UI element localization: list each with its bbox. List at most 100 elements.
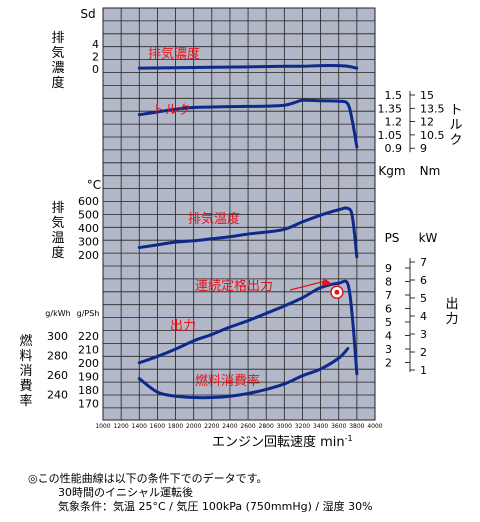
tick-label: 300 <box>78 236 99 249</box>
tick-label: 3 <box>420 328 427 341</box>
tick-label: 4 <box>92 38 99 51</box>
exhaust-temp-series-label: 排気温度 <box>188 211 240 227</box>
tick-label: 180 <box>78 384 99 397</box>
tick-label: 9 <box>420 142 427 155</box>
torque-curve <box>137 98 359 149</box>
x-tick-label: 1400 <box>132 423 147 430</box>
tick-label: 0.9 <box>385 142 403 155</box>
fuel-curve <box>137 347 350 400</box>
torque-unit-kgm: Kgm <box>378 164 405 178</box>
tick-label: 1 <box>420 364 427 377</box>
torque-unit-nm: Nm <box>420 164 441 178</box>
x-tick-label: 2200 <box>204 423 219 430</box>
x-tick-label: 2800 <box>259 423 274 430</box>
axis-label-char: 気 <box>51 215 64 231</box>
exhaust-temp-curve <box>137 206 359 259</box>
tick-label: 240 <box>47 389 68 402</box>
tick-label: 2 <box>92 51 99 64</box>
output-axis-label: 出力 <box>445 297 458 327</box>
tick-label: 1.5 <box>385 89 403 102</box>
output-curve <box>137 279 359 376</box>
note-line-2: 30時間のイニシャル運転後 <box>58 486 193 499</box>
rated-output-arrow <box>289 280 326 291</box>
note-line-1: ◎この性能曲線は以下の条件下でのデータです。 <box>28 472 268 485</box>
rated-output-marker <box>289 278 344 299</box>
tick-label: 10.5 <box>420 129 445 142</box>
fuel-axis-label: 燃料消費率 <box>19 333 32 409</box>
tick-label: 4 <box>420 310 427 323</box>
tick-label: 2 <box>420 346 427 359</box>
tick-label: 600 <box>78 195 99 208</box>
fuel-series-label: 燃料消費率 <box>195 373 260 389</box>
grid <box>103 8 375 420</box>
tick-label: 200 <box>78 357 99 370</box>
rated-output-arrowhead <box>321 278 333 286</box>
tick-label: 1.35 <box>378 102 403 115</box>
x-tick-label: 2400 <box>222 423 237 430</box>
curves <box>137 64 359 400</box>
x-tick-label: 3800 <box>349 423 364 430</box>
exhaust-temp-axis-label: 排気温度 <box>51 201 64 261</box>
tick-label: 15 <box>420 89 434 102</box>
tick-label: 9 <box>385 262 392 275</box>
x-tick-label: 3000 <box>277 423 292 430</box>
x-tick-label: 3600 <box>331 423 346 430</box>
smoke-curve <box>137 64 359 70</box>
x-axis-label: エンジン回転速度 min-1 <box>212 434 353 450</box>
axis-label-char: ル <box>449 118 462 133</box>
axis-label-char: 温 <box>51 231 64 246</box>
tick-label: 400 <box>78 222 99 235</box>
tick-label: 5 <box>420 292 427 305</box>
tick-label: 1.2 <box>385 116 403 129</box>
output-series-label: 出力 <box>170 319 196 334</box>
axis-label-char: 費 <box>19 379 32 394</box>
tick-label: 0 <box>92 63 99 76</box>
tick-label: 200 <box>78 249 99 262</box>
x-tick-label: 3400 <box>313 423 328 430</box>
rated-output-label: 連続定格出力 <box>195 278 273 294</box>
tick-label: 8 <box>385 276 392 289</box>
smoke-axis-label: 排気濃度 <box>51 31 64 91</box>
axis-label-char: 料 <box>19 349 32 364</box>
axis-label-char: ト <box>449 103 462 118</box>
x-tick-label: 2600 <box>240 423 255 430</box>
output-unit-kw: kW <box>419 231 438 245</box>
tick-label: 2 <box>385 357 392 370</box>
exhaust-temp-unit: °C <box>87 178 101 192</box>
axis-label-char: 排 <box>51 201 64 216</box>
tick-label: 6 <box>420 274 427 287</box>
torque-axis-label: トルク <box>449 103 462 148</box>
tick-label: 260 <box>47 369 68 382</box>
axis-label-char: 濃 <box>51 61 64 76</box>
tick-label: 300 <box>47 330 68 343</box>
rated-output-dot <box>334 289 340 295</box>
fuel-kwh-tick-labels: 300 280 260 240 <box>47 330 68 402</box>
x-tick-labels: 1000 1200 1400 1600 1800 2000 2200 2400 2600 2800… <box>95 423 382 430</box>
tick-label: 13.5 <box>420 102 445 115</box>
smoke-tick-labels: 420 <box>92 38 99 76</box>
smoke-series-label: 排気濃度 <box>148 46 200 62</box>
tick-label: 280 <box>47 350 68 363</box>
tick-label: 5 <box>385 316 392 329</box>
x-tick-label: 3200 <box>295 423 310 430</box>
tick-label: 1.05 <box>378 129 403 142</box>
tick-label: 170 <box>78 398 99 411</box>
x-tick-label: 2000 <box>186 423 201 430</box>
tick-label: 6 <box>385 303 392 316</box>
axis-label-char: 力 <box>445 312 458 327</box>
smoke-unit: Sd <box>80 7 95 21</box>
x-tick-label: 1800 <box>168 423 183 430</box>
x-tick-label: 1600 <box>150 423 165 430</box>
axis-label-char: 度 <box>51 75 64 91</box>
tick-label: 7 <box>385 289 392 302</box>
fuel-unit-kwh: g/kWh <box>45 309 70 318</box>
x-tick-label: 1000 <box>95 423 110 430</box>
output-unit-ps: PS <box>385 231 400 245</box>
tick-label: 190 <box>78 371 99 384</box>
